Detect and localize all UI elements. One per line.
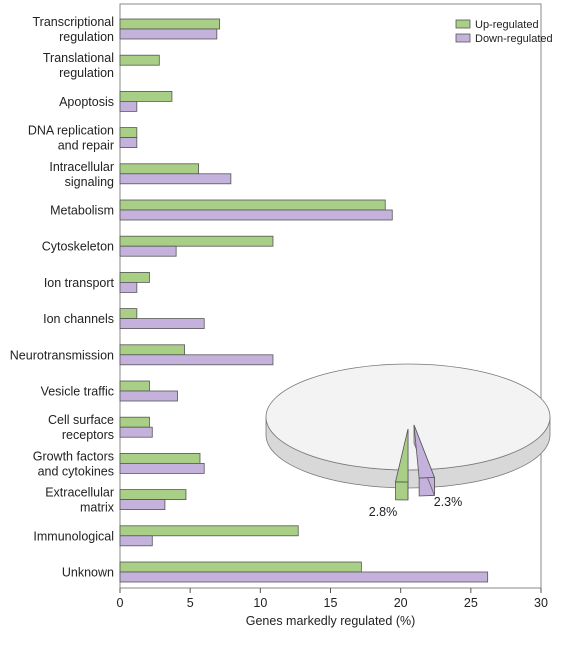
x-tick-label: 30 bbox=[534, 596, 548, 610]
pie-label-down: 2.3% bbox=[434, 495, 463, 509]
x-tick-label: 20 bbox=[394, 596, 408, 610]
legend-swatch bbox=[455, 19, 471, 29]
bar-down bbox=[119, 426, 153, 438]
plot-frame bbox=[119, 3, 542, 589]
bar-down bbox=[119, 281, 138, 293]
bar-up bbox=[119, 235, 274, 247]
x-tick-label: 25 bbox=[464, 596, 478, 610]
bar-up bbox=[119, 91, 173, 102]
category-label: regulation bbox=[59, 66, 114, 80]
bar-down bbox=[119, 101, 138, 112]
legend-swatch bbox=[455, 33, 471, 43]
bar-down bbox=[119, 209, 393, 221]
bar-down bbox=[119, 535, 153, 547]
category-label: Ion channels bbox=[43, 312, 114, 326]
bar-up bbox=[119, 416, 150, 428]
bar-up bbox=[119, 199, 386, 211]
category-label: DNA replication bbox=[28, 124, 114, 138]
bar-up bbox=[119, 344, 185, 356]
category-label: Growth factors bbox=[33, 449, 114, 463]
bar-down bbox=[119, 28, 218, 40]
legend-label: Down-regulated bbox=[475, 33, 553, 45]
category-label: Ion transport bbox=[44, 276, 115, 290]
pie-label-up: 2.8% bbox=[369, 505, 398, 519]
bar-up bbox=[119, 163, 199, 175]
category-label: Extracellular bbox=[45, 486, 114, 500]
x-tick-label: 10 bbox=[253, 596, 267, 610]
bar-up bbox=[119, 561, 362, 573]
bar-down bbox=[119, 137, 138, 149]
bar-up bbox=[119, 127, 138, 138]
category-label: Neurotransmission bbox=[10, 348, 114, 362]
x-tick-label: 15 bbox=[324, 596, 338, 610]
bar-down bbox=[119, 390, 178, 402]
category-label: Metabolism bbox=[50, 204, 114, 218]
pie-slice-down-top bbox=[413, 424, 436, 479]
category-label: Unknown bbox=[62, 566, 114, 580]
bar-up bbox=[119, 18, 221, 30]
bar-down bbox=[119, 499, 166, 511]
bar-down bbox=[119, 354, 274, 366]
bar-up bbox=[119, 308, 138, 320]
category-label: Cell surface bbox=[48, 413, 114, 427]
category-label: Transcriptional bbox=[32, 15, 114, 29]
x-tick-label: 0 bbox=[117, 596, 124, 610]
bar-down bbox=[119, 173, 232, 185]
category-label: Immunological bbox=[33, 529, 114, 543]
bar-down bbox=[119, 318, 205, 330]
category-label: regulation bbox=[59, 30, 114, 44]
x-axis-label: Genes markedly regulated (%) bbox=[246, 614, 416, 628]
pie-slice-up-side bbox=[395, 481, 409, 501]
bar-up bbox=[119, 452, 201, 464]
bar-up bbox=[119, 489, 187, 501]
category-label: receptors bbox=[62, 428, 114, 442]
pie-slice-up bbox=[395, 428, 409, 501]
pie-slice-down bbox=[413, 424, 436, 497]
pie-slice-up-top bbox=[395, 428, 409, 483]
category-label: signaling bbox=[65, 175, 114, 189]
category-label: and repair bbox=[58, 139, 114, 153]
category-label: Vesicle traffic bbox=[41, 385, 114, 399]
category-label: Apoptosis bbox=[59, 95, 114, 109]
category-label: Intracellular bbox=[49, 160, 114, 174]
bar-up bbox=[119, 380, 150, 392]
bar-down bbox=[119, 462, 205, 474]
category-label: Cytoskeleton bbox=[42, 240, 114, 254]
category-label: matrix bbox=[80, 501, 115, 515]
bar-up bbox=[119, 54, 160, 66]
bar-down bbox=[119, 245, 177, 257]
pie-chart bbox=[265, 363, 551, 501]
bar-up bbox=[119, 525, 299, 537]
bar-up bbox=[119, 271, 150, 283]
bar-down bbox=[119, 571, 489, 583]
category-label: and cytokines bbox=[38, 464, 114, 478]
category-label: Translational bbox=[43, 51, 114, 65]
legend-label: Up-regulated bbox=[475, 19, 539, 31]
x-tick-label: 5 bbox=[187, 596, 194, 610]
